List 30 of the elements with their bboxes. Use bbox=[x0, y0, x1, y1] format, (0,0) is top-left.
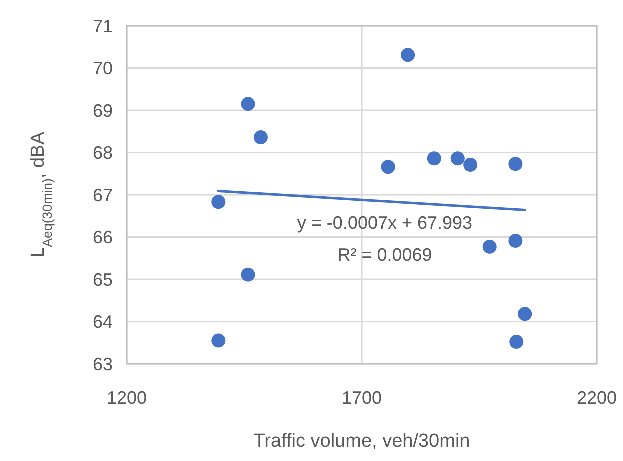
y-tick-label: 70 bbox=[92, 58, 113, 79]
point bbox=[212, 195, 226, 210]
point bbox=[508, 234, 523, 248]
point bbox=[482, 240, 497, 254]
annotation: y = -0.0007x + 67.993 bbox=[297, 213, 473, 233]
y-tick-label: 71 bbox=[92, 16, 113, 36]
y-tick-label: 68 bbox=[92, 143, 113, 164]
point bbox=[510, 335, 524, 350]
y-tick-label: 66 bbox=[92, 228, 113, 248]
point bbox=[401, 48, 416, 62]
y-tick-label: 67 bbox=[92, 185, 113, 206]
y-tick-label: 63 bbox=[92, 354, 113, 374]
point bbox=[427, 152, 442, 166]
point bbox=[464, 158, 478, 172]
point bbox=[212, 334, 226, 348]
x-tick-label: 2200 bbox=[576, 388, 618, 408]
x-tick-label: 1200 bbox=[106, 388, 148, 408]
y-tick-label: 65 bbox=[92, 270, 113, 290]
point bbox=[450, 152, 465, 166]
point bbox=[381, 160, 396, 174]
x-tick-label: 1700 bbox=[342, 388, 382, 408]
point bbox=[241, 97, 256, 112]
point bbox=[254, 130, 268, 145]
y-tick-label: 64 bbox=[92, 312, 113, 332]
point bbox=[508, 157, 523, 172]
point bbox=[241, 268, 256, 282]
x-axis-title: Traffic volume, veh/30min bbox=[254, 431, 470, 452]
y-tick-label: 69 bbox=[92, 100, 113, 121]
annotation: R² = 0.0069 bbox=[338, 245, 432, 265]
point bbox=[518, 307, 532, 322]
